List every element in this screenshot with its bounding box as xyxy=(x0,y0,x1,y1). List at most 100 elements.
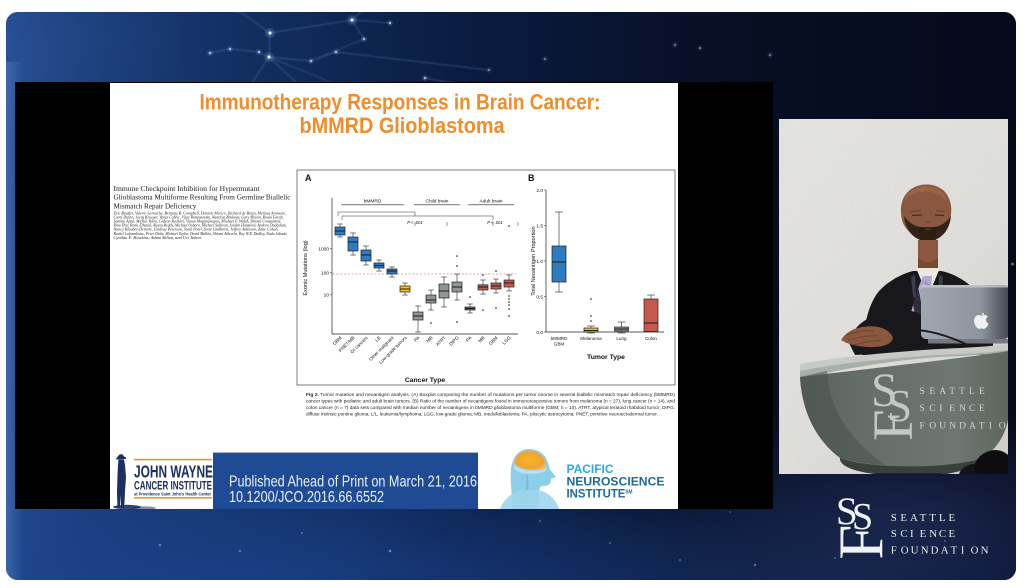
svg-text:I: I xyxy=(939,404,942,414)
svg-text:Published Ahead of Print on Ma: Published Ahead of Print on March 21, 20… xyxy=(229,474,477,491)
svg-text:1.0: 1.0 xyxy=(536,259,543,265)
svg-text:E: E xyxy=(949,404,955,414)
svg-text:Samina Afzal, Michal Yalon, Gi: Samina Afzal, Michal Yalon, Gideon Recha… xyxy=(114,220,282,225)
svg-text:A: A xyxy=(969,422,976,432)
svg-text:PA: PA xyxy=(413,335,421,343)
svg-text:Rina Dvir, Ronit Elhasid, Alys: Rina Dvir, Ronit Elhasid, Alyssa Reddy, … xyxy=(112,224,286,229)
svg-text:A: A xyxy=(910,512,918,524)
svg-text:S: S xyxy=(920,404,925,414)
svg-text:S: S xyxy=(920,387,925,397)
svg-text:Tumor Type: Tumor Type xyxy=(587,354,625,361)
svg-text:bMMRD Glioblastoma: bMMRD Glioblastoma xyxy=(300,113,506,138)
svg-text:0.0: 0.0 xyxy=(536,330,543,336)
svg-text:NEUROSCIENCE: NEUROSCIENCE xyxy=(567,474,665,488)
svg-text:GBM: GBM xyxy=(554,342,565,347)
svg-text:O: O xyxy=(929,422,936,432)
svg-text:E: E xyxy=(948,528,955,540)
svg-text:O: O xyxy=(971,544,979,556)
svg-text:U: U xyxy=(939,422,946,432)
svg-text:E: E xyxy=(979,387,985,397)
svg-text:B: B xyxy=(528,173,535,183)
svg-text:F: F xyxy=(826,525,896,560)
svg-text:T: T xyxy=(920,512,927,524)
svg-text:T: T xyxy=(949,387,955,397)
svg-text:LGG: LGG xyxy=(501,335,512,346)
svg-text:D: D xyxy=(959,422,966,432)
svg-text:MB: MB xyxy=(425,335,433,343)
svg-text:Rachel Laframboise, Peter Dirk: Rachel Laframboise, Peter Dirks, Michael… xyxy=(112,232,287,237)
svg-text:I: I xyxy=(961,544,965,556)
svg-text:Cancer Type: Cancer Type xyxy=(405,377,446,384)
svg-text:S: S xyxy=(887,381,912,431)
svg-text:PACIFIC: PACIFIC xyxy=(567,462,614,476)
svg-text:A: A xyxy=(939,387,946,397)
svg-text:Exonic Mutations (log): Exonic Mutations (log) xyxy=(303,240,309,295)
svg-text:JOHN WAYNE: JOHN WAYNE xyxy=(134,462,213,482)
svg-text:I: I xyxy=(910,528,914,540)
svg-text:E: E xyxy=(948,512,955,524)
svg-text:at Providence Saint John's Hea: at Providence Saint John's Health Center xyxy=(134,492,211,497)
svg-text:F: F xyxy=(891,544,897,556)
svg-text:S: S xyxy=(891,512,897,524)
svg-text:1.5: 1.5 xyxy=(536,223,543,229)
svg-text:N: N xyxy=(959,404,966,414)
svg-text:Mismatch Repair Deficiency: Mismatch Repair Deficiency xyxy=(114,201,197,210)
svg-text:N: N xyxy=(921,544,929,556)
svg-text:Immunotherapy Responses in Bra: Immunotherapy Responses in Brain Cancer: xyxy=(200,90,601,115)
svg-text:A: A xyxy=(305,173,312,183)
svg-text:Child brain: Child brain xyxy=(426,199,449,205)
svg-text:S: S xyxy=(852,496,873,538)
svg-text:PA: PA xyxy=(465,335,473,343)
svg-text:U: U xyxy=(911,544,919,556)
svg-text:GBM: GBM xyxy=(488,335,499,346)
svg-text:cancer types with pediatric an: cancer types with pediatric and adult br… xyxy=(306,398,675,403)
svg-text:E: E xyxy=(900,512,907,524)
svg-text:Glioblastoma Multiforme Result: Glioblastoma Multiforme Resulting From G… xyxy=(114,193,292,202)
svg-text:S: S xyxy=(891,528,897,540)
svg-text:E: E xyxy=(929,387,935,397)
svg-text:T: T xyxy=(951,544,958,556)
svg-text:Immune Checkpoint Inhibition f: Immune Checkpoint Inhibition for Hypermu… xyxy=(114,184,261,193)
svg-text:diffuse intrinsic pontine glio: diffuse intrinsic pontine glioma; L/L, l… xyxy=(306,411,658,416)
svg-text:Total Neoantigen Proportion: Total Neoantigen Proportion xyxy=(531,226,537,295)
svg-text:N: N xyxy=(929,528,937,540)
svg-text:bMMRD: bMMRD xyxy=(364,199,382,205)
svg-text:O: O xyxy=(901,544,909,556)
svg-text:T: T xyxy=(929,512,936,524)
svg-text:S: S xyxy=(836,489,858,533)
svg-text:Adult brain: Adult brain xyxy=(480,199,503,205)
svg-text:C: C xyxy=(929,404,935,414)
svg-text:P < .001: P < .001 xyxy=(487,220,503,225)
svg-text:1000: 1000 xyxy=(318,247,329,253)
svg-text:2.0: 2.0 xyxy=(536,188,543,194)
svg-text:I: I xyxy=(989,422,992,432)
svg-text:T: T xyxy=(979,422,985,432)
svg-text:P < .001: P < .001 xyxy=(407,220,423,225)
svg-text:F: F xyxy=(920,422,925,432)
svg-text:10.1200/JCO.2016.66.6552: 10.1200/JCO.2016.66.6552 xyxy=(229,489,384,506)
svg-text:Fig 2. Tumor mutation and neoa: Fig 2. Tumor mutation and neoantigen ana… xyxy=(306,392,675,397)
svg-text:DIPG: DIPG xyxy=(448,335,460,347)
svg-text:LE: LE xyxy=(374,335,382,343)
svg-text:N: N xyxy=(949,422,956,432)
svg-text:GBM: GBM xyxy=(332,335,343,346)
svg-text:100: 100 xyxy=(321,271,329,277)
svg-text:Colon: Colon xyxy=(645,336,657,341)
svg-text:C: C xyxy=(939,528,946,540)
svg-text:T: T xyxy=(959,387,965,397)
svg-text:MB: MB xyxy=(477,335,485,343)
svg-text:O: O xyxy=(999,422,1006,432)
svg-text:S: S xyxy=(871,364,898,417)
svg-text:10: 10 xyxy=(324,293,330,299)
svg-text:CANCER INSTITUTE: CANCER INSTITUTE xyxy=(134,479,212,493)
svg-text:Melanoma: Melanoma xyxy=(580,336,602,341)
svg-text:A: A xyxy=(941,544,949,556)
svg-text:Nancy Klauber-Demore, Lindsay: Nancy Klauber-Demore, Lindsay Peterson, … xyxy=(112,228,278,233)
svg-text:N: N xyxy=(981,544,989,556)
svg-text:C: C xyxy=(969,404,975,414)
svg-text:C: C xyxy=(900,528,907,540)
svg-text:ATRT: ATRT xyxy=(435,335,447,347)
svg-text:E: E xyxy=(979,404,985,414)
svg-text:L: L xyxy=(969,387,975,397)
svg-text:0.5: 0.5 xyxy=(536,294,543,300)
